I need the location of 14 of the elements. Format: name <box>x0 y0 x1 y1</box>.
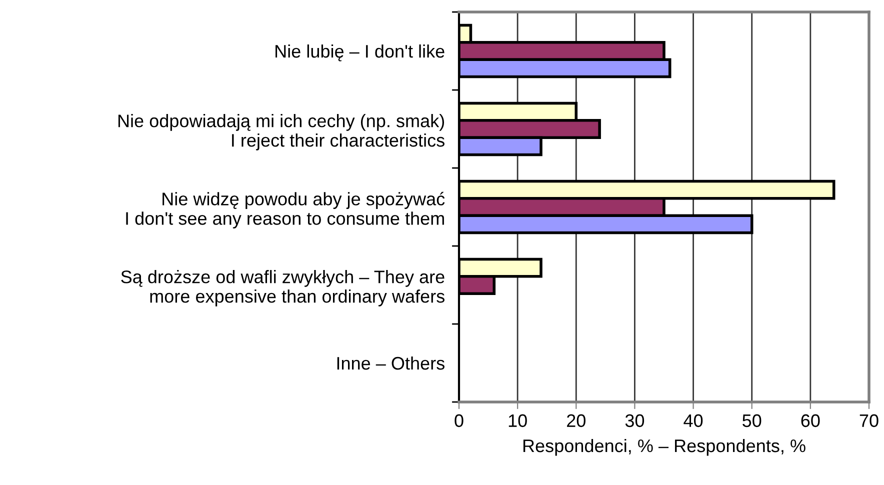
y-tick-label: Nie lubię – I don't like <box>276 44 444 62</box>
x-tick-label: 50 <box>742 414 762 428</box>
y-tick-label: Nie widzę powodu aby je spożywać I don't see any reason to consume them <box>126 192 445 228</box>
y-tick-label: Nie odpowiadają mi ich cechy (np. smak) I reject their characteristics <box>118 114 444 150</box>
y-tick-label: Są droższe od wafli zwykłych – They are more expensive than ordinary wafers <box>121 270 444 306</box>
x-tick-label: 70 <box>860 414 878 428</box>
x-tick-label: 0 <box>454 414 464 428</box>
x-tick-label: 30 <box>625 414 644 428</box>
x-tick-label: 60 <box>801 414 820 428</box>
x-axis-title: Respondenci, % – Respondents, % <box>523 438 806 456</box>
x-tick-label: 20 <box>567 414 586 428</box>
x-tick-label: 40 <box>684 414 703 428</box>
y-tick-label: Inne – Others <box>337 356 444 370</box>
x-tick-label: 10 <box>508 414 527 428</box>
